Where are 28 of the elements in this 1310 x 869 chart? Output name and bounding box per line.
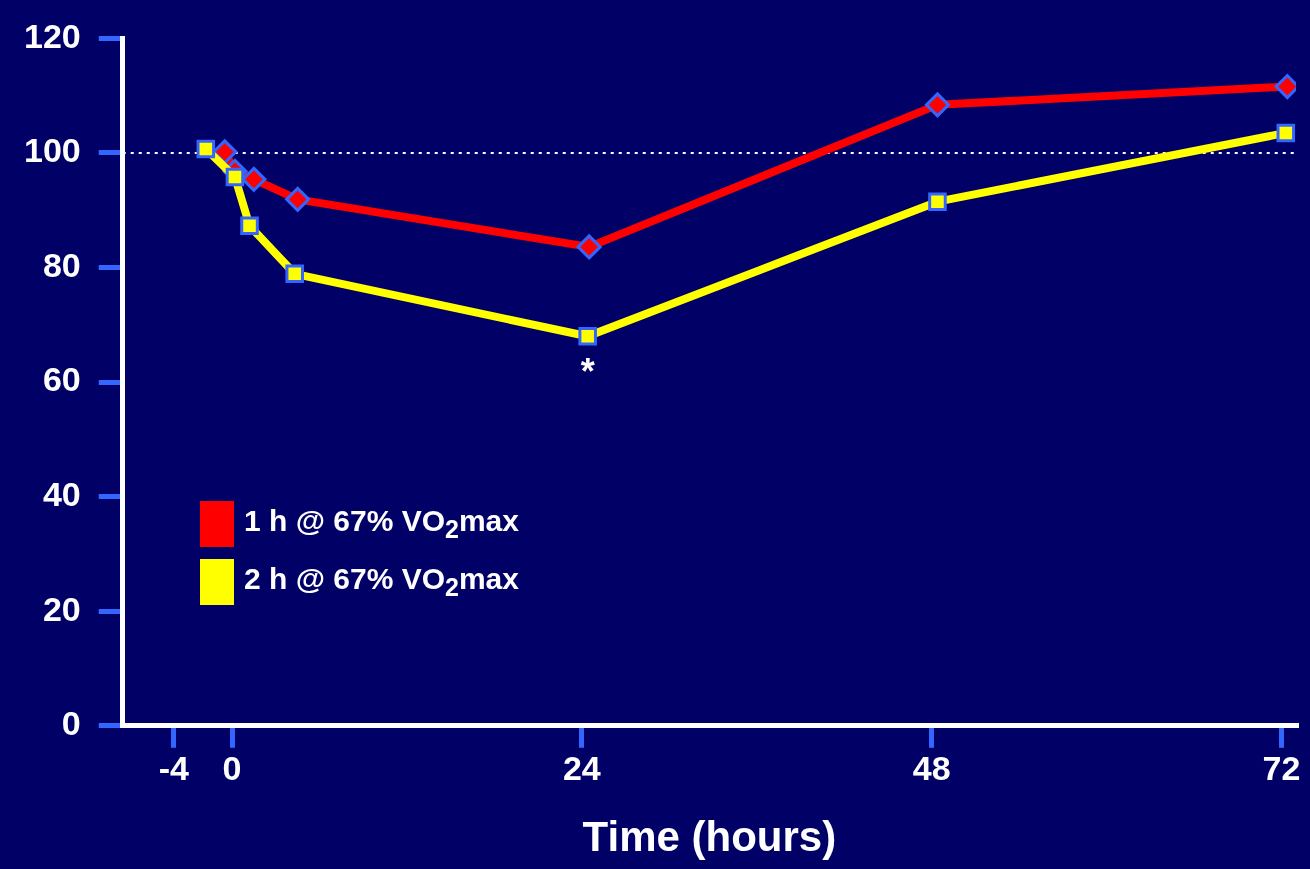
y-tick-label: 120	[23, 16, 81, 55]
y-tick-label: 20	[42, 589, 81, 628]
annotation: *	[580, 351, 595, 393]
point	[241, 166, 267, 192]
x-tick-label: 48	[912, 748, 951, 787]
point	[578, 327, 597, 346]
point	[196, 139, 216, 159]
point	[212, 139, 238, 165]
y-tick-label: 100	[23, 131, 81, 170]
legend-label: 1 h @ 67% VO$_{2}$max	[244, 504, 519, 544]
y-tick-label: 40	[42, 475, 81, 514]
point	[240, 216, 259, 235]
x-axis-title: Time (hours)	[582, 813, 837, 861]
point	[285, 186, 311, 212]
y-tick-label: 80	[42, 245, 81, 284]
x-tick-label: 72	[1262, 748, 1301, 787]
point	[928, 192, 947, 211]
x-tick-label: 0	[222, 748, 242, 787]
point	[225, 167, 245, 187]
x-tick-label: 24	[562, 748, 601, 787]
point	[924, 92, 950, 118]
legend-label: 2 h @ 67% VO$_{2}$max	[244, 562, 519, 602]
x-tick-label: -4	[158, 748, 189, 787]
point	[1276, 123, 1296, 143]
y-tick-label: 0	[61, 704, 81, 743]
y-tick-label: 60	[42, 360, 81, 399]
point	[285, 264, 304, 284]
point	[576, 234, 602, 260]
